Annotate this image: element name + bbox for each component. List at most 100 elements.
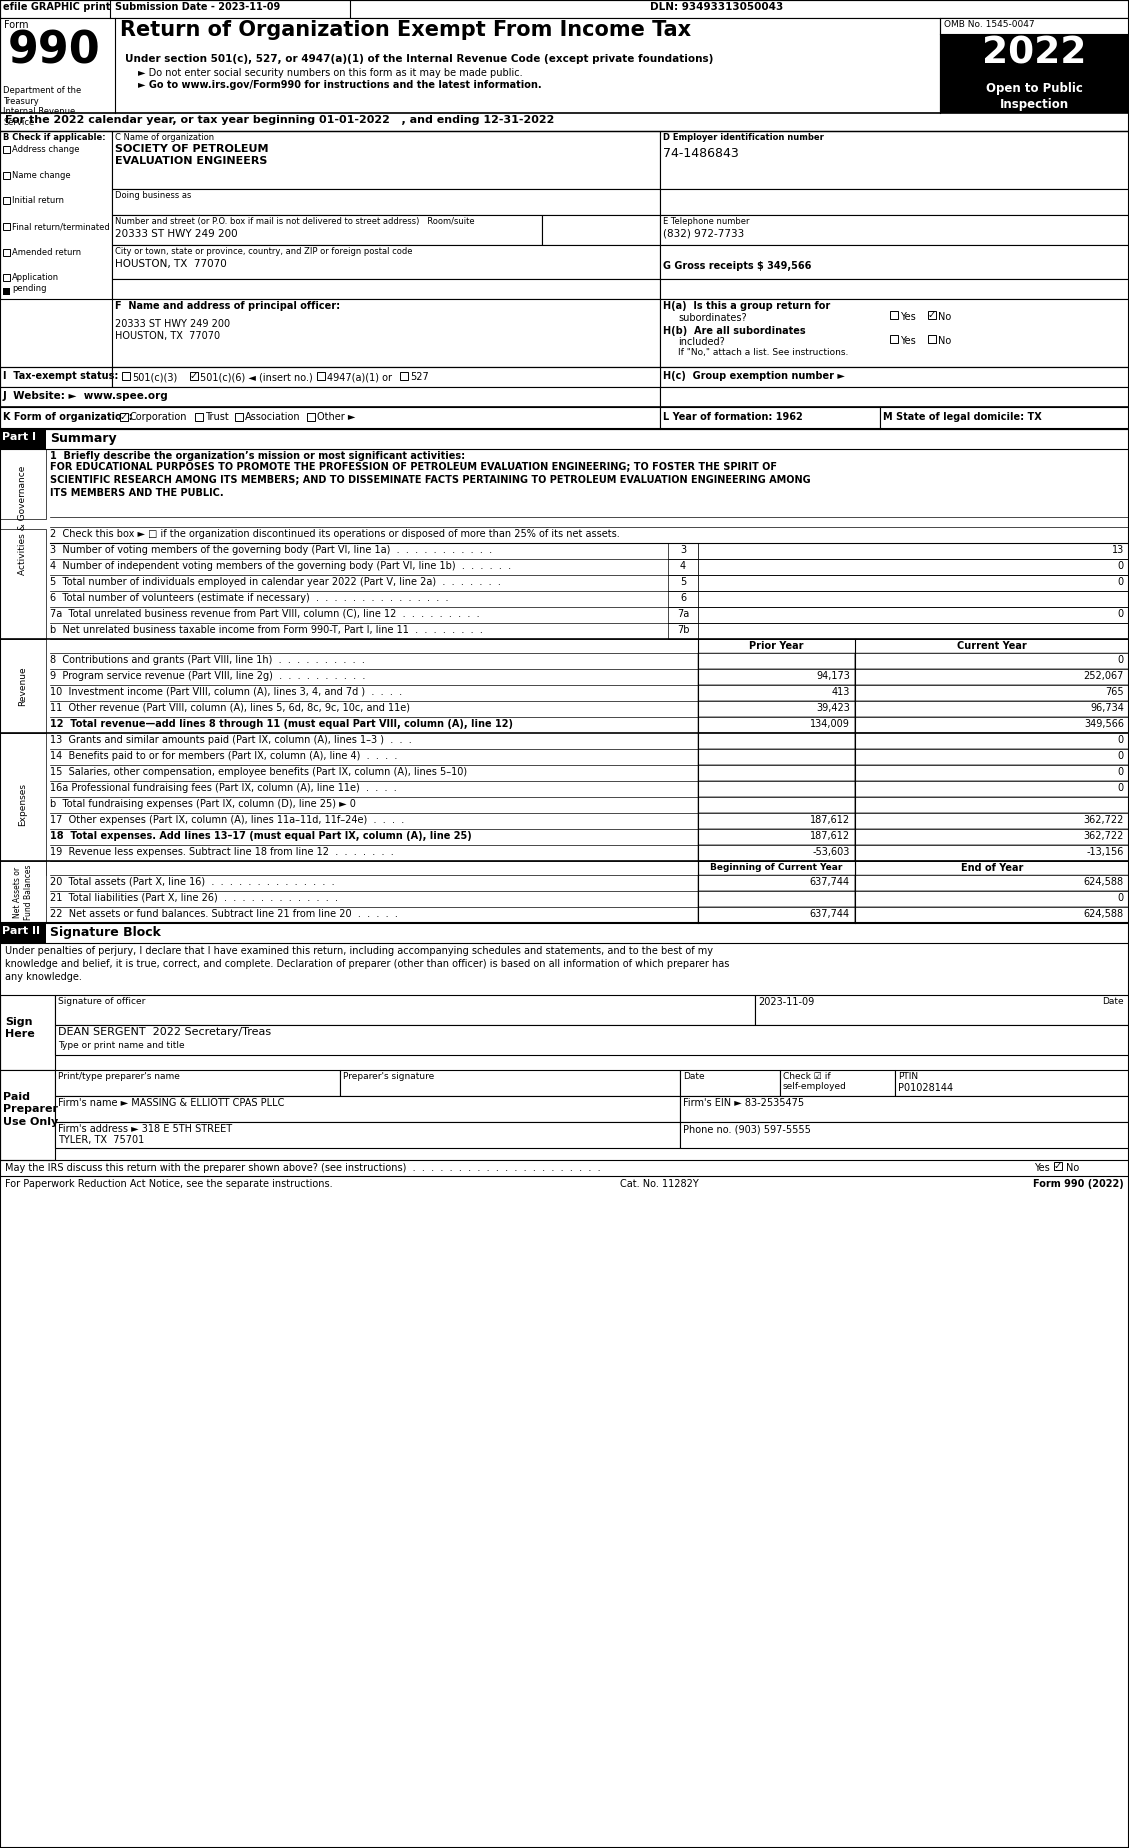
Bar — [855, 830, 1129, 845]
Text: Sign
Here: Sign Here — [5, 1016, 35, 1039]
Text: 15  Salaries, other compensation, employee benefits (Part IX, column (A), lines : 15 Salaries, other compensation, employe… — [50, 767, 467, 776]
Bar — [660, 279, 1129, 299]
Text: Expenses: Expenses — [18, 782, 27, 826]
Text: 7a: 7a — [677, 610, 689, 619]
Text: K Form of organization:: K Form of organization: — [3, 412, 132, 421]
Text: I  Tax-exempt status:: I Tax-exempt status: — [3, 371, 119, 381]
Text: M State of legal domicile: TX: M State of legal domicile: TX — [883, 412, 1042, 421]
Bar — [120, 412, 128, 421]
Text: Name change: Name change — [12, 170, 71, 179]
Text: H(c)  Group exemption number ►: H(c) Group exemption number ► — [663, 371, 844, 381]
Bar — [3, 224, 10, 229]
Bar — [698, 748, 855, 765]
Text: Return of Organization Exempt From Income Tax: Return of Organization Exempt From Incom… — [120, 20, 691, 41]
Text: F  Name and address of principal officer:: F Name and address of principal officer: — [115, 301, 340, 310]
Text: 74-1486843: 74-1486843 — [663, 148, 738, 161]
Bar — [855, 748, 1129, 765]
Bar — [698, 845, 855, 861]
Text: Summary: Summary — [50, 432, 116, 445]
Bar — [3, 249, 10, 255]
Bar — [668, 575, 698, 591]
Text: 0: 0 — [1118, 767, 1124, 776]
Bar — [698, 813, 855, 830]
Text: 637,744: 637,744 — [809, 878, 850, 887]
Bar — [660, 188, 1129, 214]
Text: 765: 765 — [1105, 687, 1124, 697]
Text: 0: 0 — [1118, 577, 1124, 588]
Text: 0: 0 — [1118, 784, 1124, 793]
Bar — [0, 131, 112, 299]
Text: 624,588: 624,588 — [1084, 878, 1124, 887]
Text: Application
pending: Application pending — [12, 274, 59, 292]
Text: 9  Program service revenue (Part VIII, line 2g)  .  .  .  .  .  .  .  .  .  .: 9 Program service revenue (Part VIII, li… — [50, 671, 366, 682]
Bar — [698, 639, 855, 652]
Bar — [668, 623, 698, 639]
Bar — [698, 623, 1129, 639]
Bar — [0, 18, 1129, 113]
Bar — [0, 386, 660, 407]
Bar — [122, 371, 130, 381]
Text: 134,009: 134,009 — [811, 719, 850, 728]
Bar — [3, 146, 10, 153]
Bar — [55, 994, 755, 1026]
Text: 20333 ST HWY 249 200: 20333 ST HWY 249 200 — [115, 320, 230, 329]
Bar — [0, 994, 55, 1070]
Text: J  Website: ►  www.spee.org: J Website: ► www.spee.org — [3, 392, 168, 401]
Text: Submission Date - 2023-11-09: Submission Date - 2023-11-09 — [115, 2, 280, 11]
Bar — [855, 686, 1129, 700]
Text: Revenue: Revenue — [18, 665, 27, 706]
Bar — [680, 1122, 1129, 1148]
Bar — [698, 591, 1129, 606]
Text: City or town, state or province, country, and ZIP or foreign postal code: City or town, state or province, country… — [115, 248, 412, 257]
Text: 4947(a)(1) or: 4947(a)(1) or — [327, 371, 392, 383]
Text: 94,173: 94,173 — [816, 671, 850, 682]
Text: 10  Investment income (Part VIII, column (A), lines 3, 4, and 7d )  .  .  .  .: 10 Investment income (Part VIII, column … — [50, 687, 402, 697]
Text: 11  Other revenue (Part VIII, column (A), lines 5, 6d, 8c, 9c, 10c, and 11e): 11 Other revenue (Part VIII, column (A),… — [50, 702, 410, 713]
Text: Open to Public
Inspection: Open to Public Inspection — [986, 81, 1083, 111]
Bar — [698, 907, 855, 922]
Bar — [855, 652, 1129, 669]
Bar — [0, 1070, 55, 1161]
Text: C Name of organization: C Name of organization — [115, 133, 215, 142]
Text: H(a)  Is this a group return for: H(a) Is this a group return for — [663, 301, 830, 310]
Bar — [542, 214, 660, 246]
Text: No: No — [938, 312, 952, 322]
Bar — [112, 246, 660, 279]
Text: Part II: Part II — [2, 926, 40, 935]
Bar — [855, 700, 1129, 717]
Text: Initial return: Initial return — [12, 196, 64, 205]
Text: 14  Benefits paid to or for members (Part IX, column (A), line 4)  .  .  .  .: 14 Benefits paid to or for members (Part… — [50, 750, 397, 761]
Bar — [0, 449, 46, 519]
Text: self-employed: self-employed — [784, 1081, 847, 1090]
Text: L Year of formation: 1962: L Year of formation: 1962 — [663, 412, 803, 421]
Bar — [660, 299, 1129, 368]
Text: Yes: Yes — [900, 336, 916, 346]
Bar — [55, 1070, 340, 1096]
Text: Current Year: Current Year — [957, 641, 1027, 650]
Text: 19  Revenue less expenses. Subtract line 18 from line 12  .  .  .  .  .  .  .: 19 Revenue less expenses. Subtract line … — [50, 846, 394, 857]
Bar — [660, 214, 1129, 246]
Text: 2  Check this box ► □ if the organization discontinued its operations or dispose: 2 Check this box ► □ if the organization… — [50, 529, 620, 540]
Bar — [895, 1070, 1129, 1096]
Bar — [755, 994, 1129, 1026]
Text: 2023-11-09: 2023-11-09 — [758, 998, 814, 1007]
Bar — [780, 1070, 895, 1096]
Text: Firm's EIN ► 83-2535475: Firm's EIN ► 83-2535475 — [683, 1098, 804, 1109]
Text: Other ►: Other ► — [317, 412, 356, 421]
Text: TYLER, TX  75701: TYLER, TX 75701 — [58, 1135, 145, 1146]
Bar — [890, 310, 898, 320]
Bar — [660, 368, 1129, 386]
Bar — [940, 33, 1129, 79]
Text: Prior Year: Prior Year — [750, 641, 804, 650]
Text: No: No — [938, 336, 952, 346]
Text: PTIN: PTIN — [898, 1072, 918, 1081]
Bar — [680, 1070, 780, 1096]
Bar — [340, 1070, 680, 1096]
Text: Paid
Preparer
Use Only: Paid Preparer Use Only — [3, 1092, 59, 1127]
Bar — [855, 845, 1129, 861]
Bar — [660, 407, 879, 429]
Text: 252,067: 252,067 — [1084, 671, 1124, 682]
Text: 501(c)(6) ◄ (insert no.): 501(c)(6) ◄ (insert no.) — [200, 371, 313, 383]
Bar — [855, 717, 1129, 734]
Bar — [317, 371, 325, 381]
